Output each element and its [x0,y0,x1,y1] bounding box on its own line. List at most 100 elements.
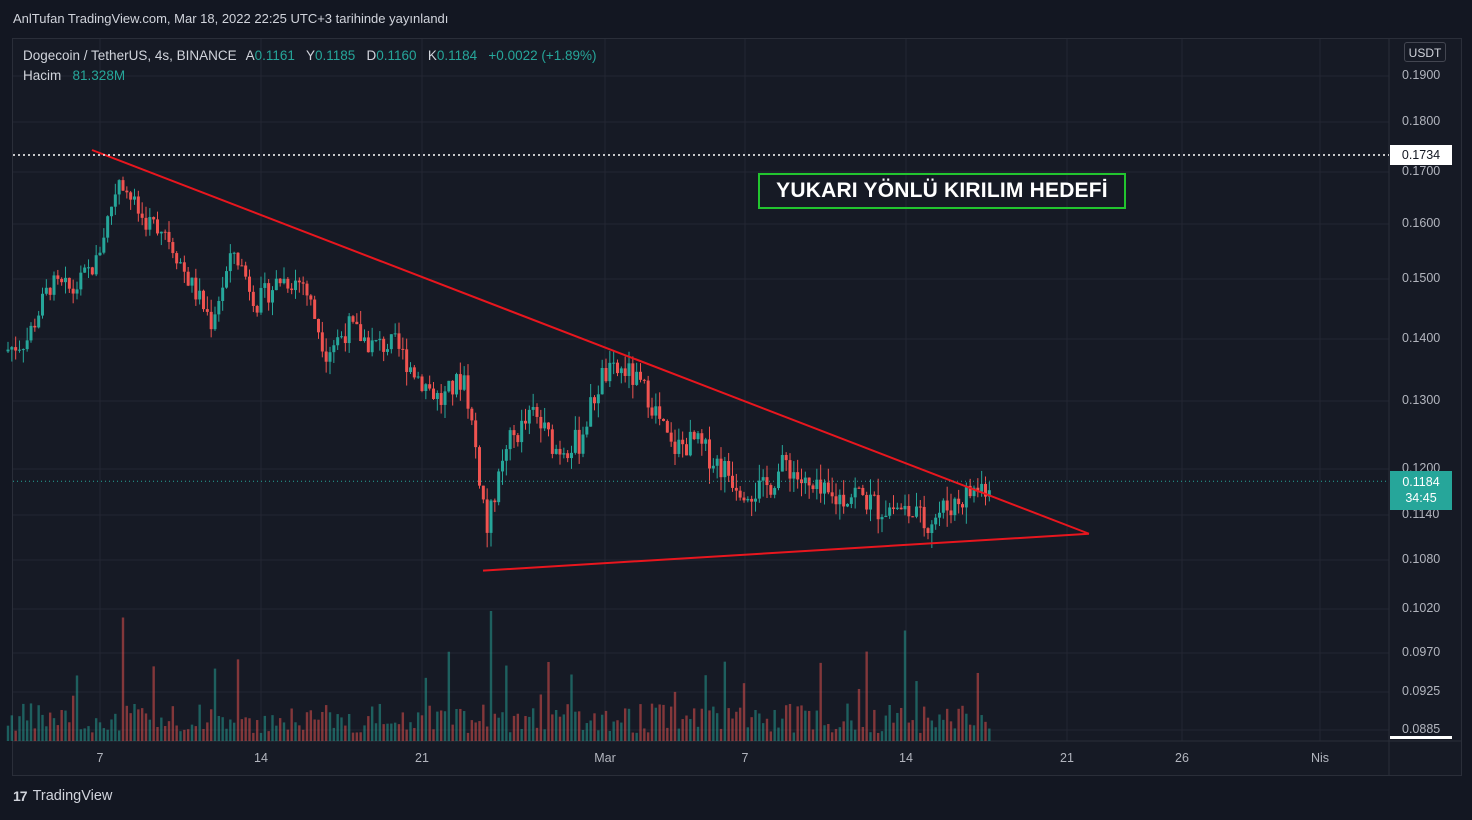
candle-body [953,498,957,516]
volume-bar [282,722,286,741]
candle-body [33,325,37,328]
overlays [13,149,1389,572]
candle-body [378,338,382,341]
candle-body [911,516,915,518]
candle-body [462,375,466,390]
candle-body [336,337,340,346]
volume-bar [528,716,531,741]
volume-bar [577,711,581,741]
candle-body [650,407,654,416]
candle-body [455,374,458,395]
volume-bar [742,683,746,741]
candle-body [286,278,290,289]
volume-bar [378,703,382,741]
volume-bar [516,713,520,741]
candle-body [439,393,443,405]
candle-body [52,275,56,295]
volume-bar [359,732,362,741]
volume-bar [163,726,167,741]
breakout-target-annotation[interactable]: YUKARI YÖNLÜ KIRILIM HEDEFİ [758,173,1126,209]
volume-bar [547,661,550,741]
volume-bar [865,651,868,741]
volume-bar [190,724,194,741]
volume-bar [252,732,255,741]
candle-body [297,280,301,283]
volume-bar [10,715,14,741]
volume-bar [700,708,704,741]
currency-button[interactable]: USDT [1404,42,1446,62]
candle-body [558,448,562,455]
candle-body [267,283,271,303]
volume-bar [788,703,792,741]
volume-bar [612,721,615,741]
volume-bar [351,732,355,741]
candle-body [309,295,313,300]
candle-body [711,465,715,469]
volume-bar [869,732,872,741]
candle-body [773,488,777,495]
volume-bar [811,729,815,741]
candle-body [907,505,911,517]
volume-bar [558,716,562,741]
candle-body [688,431,692,456]
volume-bar [926,717,930,741]
candle-body [194,277,198,300]
volume-bar [148,719,152,741]
candle-body [167,231,171,243]
volume-bar [443,711,447,741]
volume-bar [685,715,688,741]
candle-body [432,388,435,399]
volume-bar [650,703,654,741]
candle-body [562,453,566,455]
volume-bar [52,718,56,741]
volume-bar [244,717,247,741]
candle-body [608,362,612,382]
candle-body [60,278,64,283]
candle-body [14,347,18,351]
high-key: Y [305,48,315,63]
volume-bar [386,723,389,741]
brand[interactable]: 17 TradingView [13,788,112,804]
volume-bar [447,651,451,741]
symbol-name[interactable]: Dogecoin / TetherUS, 4s, BINANCE [23,48,237,63]
volume-bar [167,721,171,741]
close-value: 0.1184 [436,48,478,63]
volume-bar [750,717,753,741]
volume-bar [623,708,627,741]
volume-bar [827,723,830,741]
candle-body [696,433,700,440]
low-value: 0.1160 [376,48,417,63]
volume-bar [792,732,796,741]
candle-body [627,363,631,376]
date-tick-label: 14 [254,751,268,765]
candle-body [731,475,734,488]
candle-body [25,340,29,350]
volume-bar [328,712,332,741]
candle-body [727,461,731,476]
volume-bar [309,710,313,741]
volume-bar [627,708,631,741]
volume-bar [439,710,443,741]
volume-bar [248,718,251,741]
volume-bar [915,681,918,741]
volume-bar [677,728,681,741]
volume-bar [98,722,102,741]
candle-body [857,487,861,489]
candle-body [600,367,604,395]
candle-body [616,362,619,374]
candle-body [888,507,892,516]
volume-bar [324,705,328,741]
candle-body [129,192,133,200]
volume-bar [129,713,132,741]
candle-body [757,480,761,499]
volume-bar [332,727,336,741]
volume-bar [221,717,224,741]
candle-body [792,472,796,479]
volume-bar [853,729,857,741]
candle-body [140,213,144,218]
volume-bar [64,710,67,741]
volume-bar [390,723,393,741]
volume-bar [589,720,592,741]
volume-bar [48,712,52,741]
